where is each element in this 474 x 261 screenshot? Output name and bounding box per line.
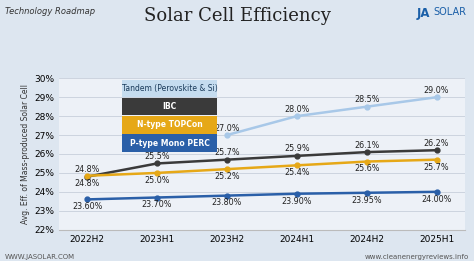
Text: 23.80%: 23.80%	[212, 198, 242, 207]
Text: 23.70%: 23.70%	[142, 200, 173, 209]
Text: N-type TOPCon: N-type TOPCon	[137, 120, 202, 129]
Text: 25.2%: 25.2%	[214, 172, 240, 181]
Text: 26.1%: 26.1%	[354, 141, 379, 150]
Text: 23.90%: 23.90%	[282, 197, 312, 206]
Text: 26.2%: 26.2%	[424, 139, 449, 148]
Text: 25.6%: 25.6%	[354, 164, 380, 173]
Text: 25.7%: 25.7%	[424, 163, 449, 171]
Text: Technology Roadmap: Technology Roadmap	[5, 7, 95, 15]
Text: WWW.JASOLAR.COM: WWW.JASOLAR.COM	[5, 254, 75, 260]
Y-axis label: Avg. Eff. of Mass-produced Solar Cell: Avg. Eff. of Mass-produced Solar Cell	[21, 84, 30, 224]
Text: Tandem (Perovskite & Si): Tandem (Perovskite & Si)	[122, 84, 218, 93]
Text: 23.95%: 23.95%	[351, 195, 382, 205]
Text: 24.8%: 24.8%	[74, 179, 100, 188]
Text: IBC: IBC	[163, 102, 177, 111]
Text: 27.0%: 27.0%	[214, 124, 240, 133]
FancyBboxPatch shape	[122, 116, 217, 134]
Text: Solar Cell Efficiency: Solar Cell Efficiency	[144, 7, 330, 25]
Text: 25.0%: 25.0%	[144, 176, 170, 185]
Text: 24.8%: 24.8%	[74, 165, 100, 174]
FancyBboxPatch shape	[122, 80, 217, 97]
Text: 28.5%: 28.5%	[354, 95, 380, 104]
Text: P-type Mono PERC: P-type Mono PERC	[130, 139, 210, 147]
Text: JA: JA	[417, 7, 430, 20]
Text: 28.0%: 28.0%	[284, 105, 310, 114]
FancyBboxPatch shape	[122, 98, 217, 115]
Text: 25.5%: 25.5%	[144, 152, 170, 161]
Text: 29.0%: 29.0%	[424, 86, 449, 95]
Text: 25.9%: 25.9%	[284, 144, 310, 153]
Text: 23.60%: 23.60%	[72, 202, 102, 211]
Text: SOLAR: SOLAR	[434, 7, 467, 16]
FancyBboxPatch shape	[122, 134, 217, 152]
Text: www.cleanenergyreviews.info: www.cleanenergyreviews.info	[365, 254, 469, 260]
Text: 24.00%: 24.00%	[421, 195, 452, 204]
Text: 25.4%: 25.4%	[284, 168, 310, 177]
Text: 25.7%: 25.7%	[214, 148, 240, 157]
